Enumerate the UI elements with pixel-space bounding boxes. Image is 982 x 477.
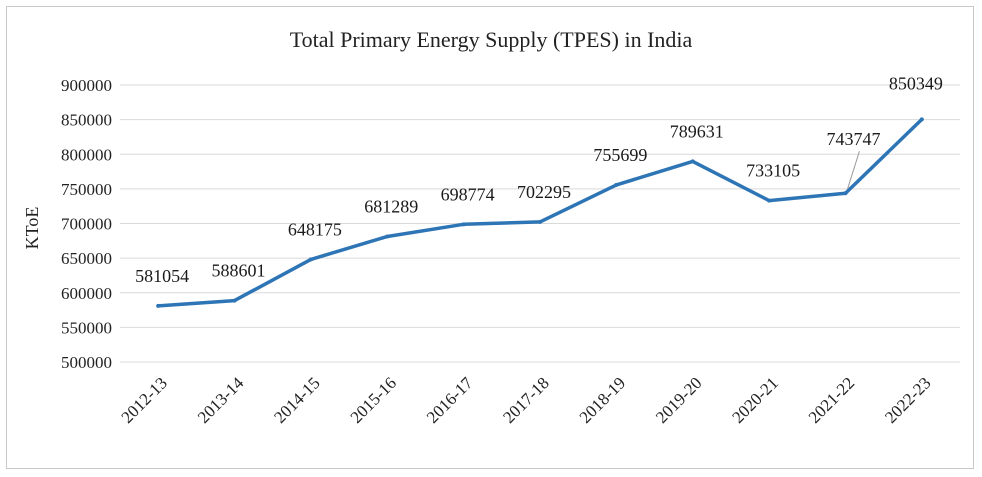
data-label: 588601 bbox=[212, 261, 266, 281]
data-label: 581054 bbox=[135, 266, 189, 286]
y-axis-label: KToE bbox=[22, 207, 42, 250]
y-tick-labels: 500000 550000 600000 650000 700000 750000 8000… bbox=[61, 76, 112, 372]
data-label: 789631 bbox=[670, 121, 724, 141]
data-point bbox=[614, 182, 619, 187]
data-point bbox=[538, 219, 542, 224]
data-label: 743747 bbox=[826, 129, 880, 149]
x-tick-label: 2016-17 bbox=[423, 373, 477, 427]
data-point bbox=[232, 298, 237, 303]
x-tick-label: 2014-15 bbox=[270, 373, 324, 427]
x-tick-label: 2018-19 bbox=[576, 373, 630, 427]
x-tick-label: 2022-23 bbox=[881, 373, 935, 427]
data-labels: 581054 588601 648175 681289 698774 702295 7556… bbox=[135, 73, 943, 285]
grid-lines bbox=[120, 84, 960, 363]
series-layer bbox=[156, 117, 924, 308]
data-point bbox=[767, 198, 772, 203]
x-tick-label: 2015-16 bbox=[347, 373, 401, 427]
x-tick-label: 2012-13 bbox=[118, 373, 172, 427]
data-label: 850349 bbox=[889, 73, 943, 93]
chart-frame bbox=[6, 6, 974, 469]
y-tick-label: 600000 bbox=[61, 284, 112, 303]
data-label: 733105 bbox=[746, 161, 800, 181]
data-label: 681289 bbox=[364, 196, 418, 216]
data-label: 698774 bbox=[441, 184, 495, 204]
y-tick-label: 800000 bbox=[61, 145, 112, 164]
data-label: 755699 bbox=[593, 145, 647, 165]
y-tick-label: 750000 bbox=[61, 180, 112, 199]
y-tick-label: 850000 bbox=[61, 111, 112, 130]
data-point bbox=[690, 159, 695, 164]
x-tick-label: 2013-14 bbox=[194, 373, 248, 427]
data-label-leader-line bbox=[846, 151, 860, 190]
data-point bbox=[461, 222, 466, 227]
data-label: 702295 bbox=[517, 182, 571, 202]
data-point bbox=[919, 117, 924, 122]
data-point bbox=[156, 303, 161, 308]
series-line-tpes bbox=[156, 117, 924, 308]
x-tick-label: 2020-21 bbox=[728, 373, 782, 427]
y-tick-label: 550000 bbox=[61, 318, 112, 337]
x-tick-label: 2017-18 bbox=[499, 373, 553, 427]
y-tick-label: 900000 bbox=[61, 76, 112, 95]
data-point bbox=[843, 191, 848, 196]
data-point bbox=[385, 234, 390, 239]
data-label: 648175 bbox=[288, 219, 342, 239]
y-tick-label: 700000 bbox=[61, 215, 112, 234]
data-point bbox=[308, 257, 313, 262]
y-tick-label: 650000 bbox=[61, 249, 112, 268]
x-tick-label: 2019-20 bbox=[652, 373, 706, 427]
y-tick-label: 500000 bbox=[61, 353, 112, 372]
x-tick-label: 2021-22 bbox=[805, 373, 859, 427]
chart-title: Total Primary Energy Supply (TPES) in In… bbox=[290, 27, 693, 52]
x-tick-labels: 2012-13 2013-14 2014-15 2015-16 2016-17 2017-… bbox=[118, 373, 935, 427]
